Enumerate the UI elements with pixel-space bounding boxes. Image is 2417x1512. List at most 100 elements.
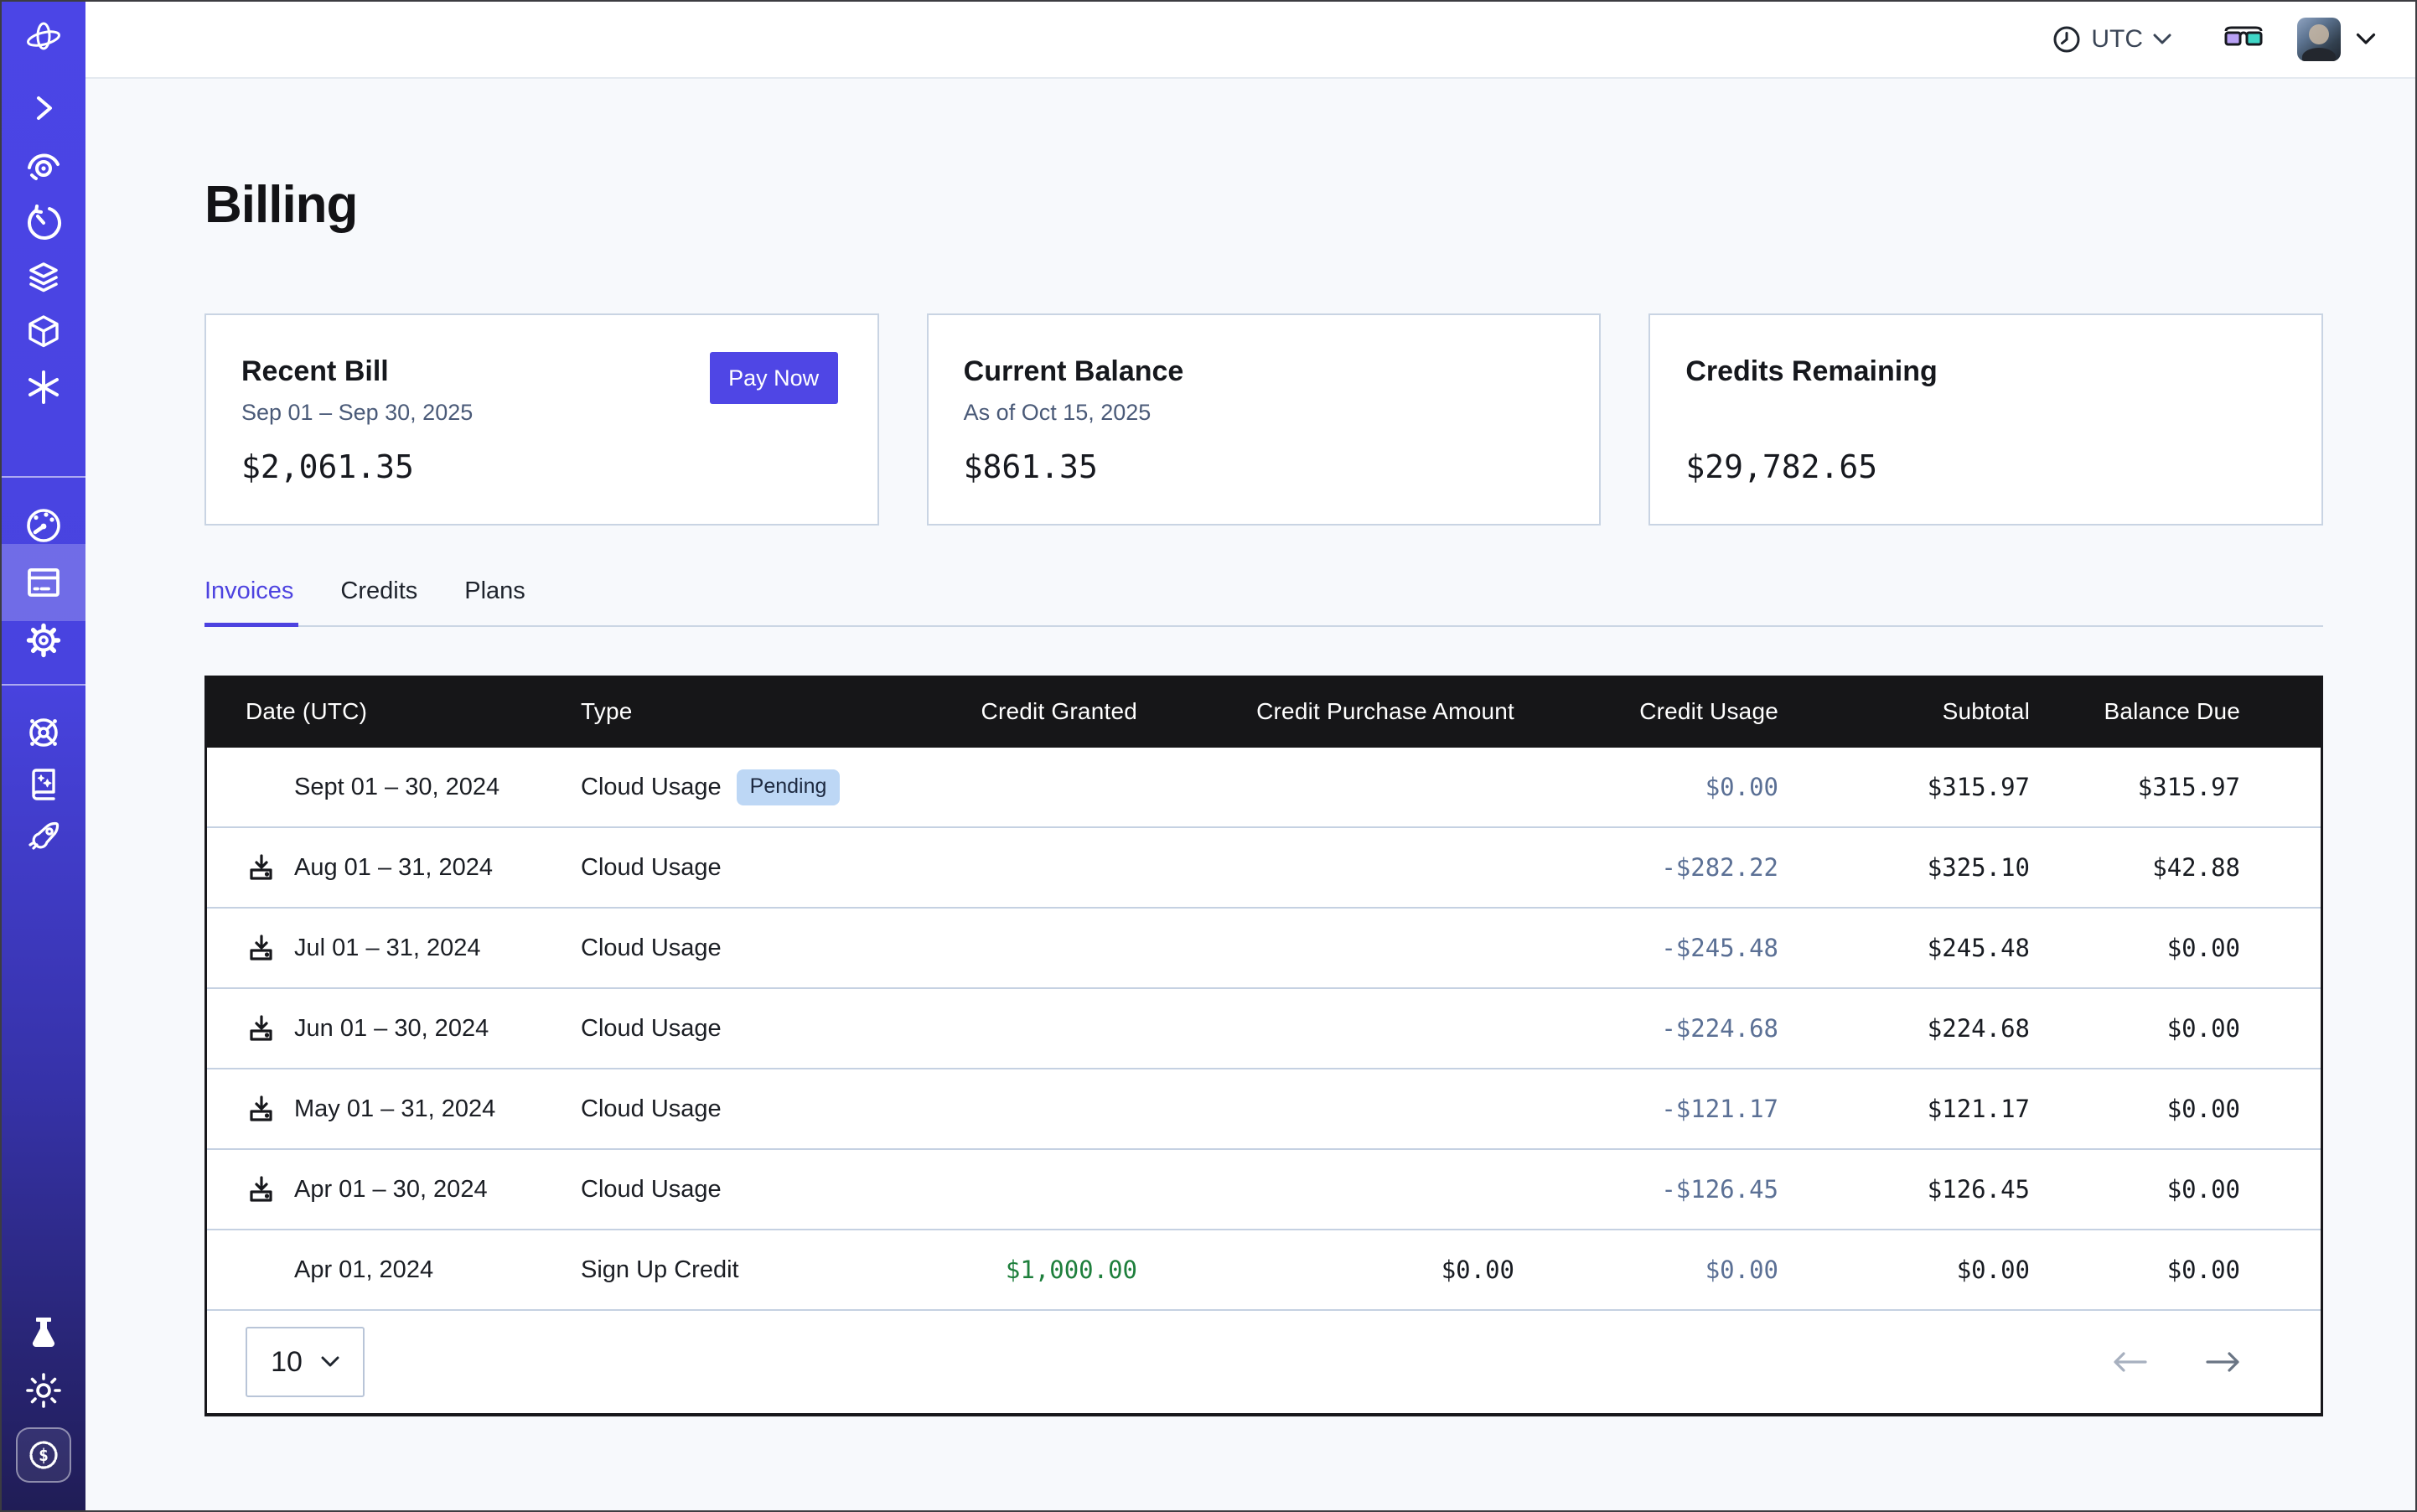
table-pagination: 10 bbox=[207, 1311, 2321, 1413]
invoices-table: Date (UTC) Type Credit Granted Credit Pu… bbox=[204, 676, 2323, 1416]
avatar[interactable] bbox=[2297, 18, 2341, 61]
subtotal: $315.97 bbox=[1778, 773, 2030, 801]
chevron-down-icon[interactable] bbox=[2356, 33, 2376, 46]
chevron-down-icon bbox=[321, 1356, 339, 1368]
gear-icon bbox=[23, 620, 64, 660]
glasses-icon[interactable] bbox=[2223, 25, 2264, 54]
column-header: Credit Granted bbox=[936, 698, 1137, 725]
timer-icon bbox=[24, 203, 63, 241]
invoice-date: Aug 01 – 31, 2024 bbox=[294, 854, 493, 882]
asterisk-icon bbox=[25, 369, 62, 406]
previous-page-button[interactable] bbox=[2110, 1349, 2150, 1375]
page-size-select[interactable]: 10 bbox=[246, 1327, 365, 1397]
column-header: Subtotal bbox=[1778, 698, 2030, 725]
credit-usage: -$121.17 bbox=[1514, 1095, 1778, 1123]
rocket-icon bbox=[23, 817, 64, 857]
sidebar-item-expand[interactable] bbox=[2, 78, 85, 138]
credit-usage: $0.00 bbox=[1514, 1256, 1778, 1284]
sidebar-item-functions[interactable] bbox=[2, 357, 85, 417]
sidebar-item-layers[interactable] bbox=[2, 248, 85, 308]
svg-text:$: $ bbox=[39, 1445, 49, 1465]
page-title: Billing bbox=[204, 179, 2323, 231]
sidebar-item-logo[interactable] bbox=[2, 10, 85, 70]
credit-usage: -$224.68 bbox=[1514, 1014, 1778, 1043]
download-invoice-button[interactable] bbox=[246, 1094, 294, 1124]
invoice-date: Apr 01 – 30, 2024 bbox=[294, 1176, 488, 1204]
credit-purchase: $0.00 bbox=[1137, 1256, 1514, 1284]
invoice-type: Sign Up Credit bbox=[581, 1256, 936, 1284]
table-row: Aug 01 – 31, 2024 Cloud Usage -$282.22 $… bbox=[207, 828, 2321, 909]
balance-due: $0.00 bbox=[2030, 1256, 2240, 1284]
billing-invoice-icon bbox=[23, 562, 65, 603]
tab-plans[interactable]: Plans bbox=[464, 577, 530, 625]
billing-tabs: Invoices Credits Plans bbox=[204, 577, 2323, 627]
card-subtitle bbox=[1685, 400, 2285, 427]
subtotal: $325.10 bbox=[1778, 853, 2030, 882]
gauge-icon bbox=[23, 505, 64, 546]
invoice-date: May 01 – 31, 2024 bbox=[294, 1095, 495, 1123]
subtotal: $121.17 bbox=[1778, 1095, 2030, 1123]
pay-now-button[interactable]: Pay Now bbox=[710, 352, 838, 404]
chevron-down-icon bbox=[2153, 34, 2171, 45]
credits-remaining-card: Credits Remaining $29,782.65 bbox=[1648, 313, 2323, 526]
subtotal: $245.48 bbox=[1778, 934, 2030, 962]
sidebar-item-timer[interactable] bbox=[2, 192, 85, 252]
download-invoice-button[interactable] bbox=[246, 1013, 294, 1043]
logo-orbit-icon bbox=[23, 20, 64, 60]
chevron-right-icon bbox=[31, 93, 56, 123]
card-amount: $2,061.35 bbox=[241, 448, 841, 485]
recent-bill-card: Recent Bill Sep 01 – Sep 30, 2025 $2,061… bbox=[204, 313, 879, 526]
invoice-type: Cloud Usage bbox=[581, 1015, 936, 1043]
sidebar-item-packages[interactable] bbox=[2, 303, 85, 363]
summary-cards: Recent Bill Sep 01 – Sep 30, 2025 $2,061… bbox=[204, 313, 2323, 526]
credit-usage: $0.00 bbox=[1514, 773, 1778, 801]
column-header: Date (UTC) bbox=[207, 698, 581, 725]
balance-due: $0.00 bbox=[2030, 1175, 2240, 1204]
invoice-date: Apr 01, 2024 bbox=[294, 1256, 433, 1284]
table-row: Apr 01, 2024 Sign Up Credit $1,000.00 $0… bbox=[207, 1230, 2321, 1311]
book-sparkle-icon bbox=[23, 764, 64, 804]
timezone-label: UTC bbox=[2091, 25, 2143, 54]
card-title: Current Balance bbox=[964, 355, 1563, 388]
invoice-date: Sept 01 – 30, 2024 bbox=[294, 774, 499, 801]
sidebar-item-theme[interactable] bbox=[2, 1360, 85, 1421]
main-content: Billing Recent Bill Sep 01 – Sep 30, 202… bbox=[85, 79, 2415, 1510]
wheel-icon bbox=[23, 712, 64, 753]
balance-due: $42.88 bbox=[2030, 853, 2240, 882]
dollar-badge-icon: $ bbox=[25, 1437, 62, 1473]
download-invoice-button[interactable] bbox=[246, 852, 294, 883]
subtotal: $126.45 bbox=[1778, 1175, 2030, 1204]
sidebar-item-docs[interactable] bbox=[2, 753, 85, 814]
sidebar: $ bbox=[2, 2, 85, 1510]
credit-usage: -$245.48 bbox=[1514, 934, 1778, 962]
balance-due: $0.00 bbox=[2030, 934, 2240, 962]
timezone-selector[interactable]: UTC bbox=[2052, 25, 2171, 54]
table-row: Sept 01 – 30, 2024 Cloud Usage Pending $0… bbox=[207, 748, 2321, 828]
tab-credits[interactable]: Credits bbox=[340, 577, 422, 625]
layers-icon bbox=[23, 258, 64, 298]
credit-usage: -$126.45 bbox=[1514, 1175, 1778, 1204]
invoice-type: Cloud Usage bbox=[581, 854, 936, 882]
column-header: Type bbox=[581, 698, 936, 725]
sun-icon bbox=[24, 1371, 63, 1410]
current-balance-card: Current Balance As of Oct 15, 2025 $861.… bbox=[927, 313, 1602, 526]
billing-page: $ UTC bbox=[0, 0, 2417, 1512]
credit-usage: -$282.22 bbox=[1514, 853, 1778, 882]
column-header: Balance Due bbox=[2030, 698, 2240, 725]
sidebar-item-launch[interactable] bbox=[2, 807, 85, 867]
status-badge: Pending bbox=[737, 769, 841, 805]
sidebar-item-settings[interactable] bbox=[2, 610, 85, 671]
balance-due: $315.97 bbox=[2030, 773, 2240, 801]
sidebar-item-traces[interactable] bbox=[2, 137, 85, 197]
invoice-type: Cloud Usage bbox=[581, 774, 722, 801]
next-page-button[interactable] bbox=[2202, 1349, 2243, 1375]
tab-invoices[interactable]: Invoices bbox=[204, 577, 298, 625]
download-invoice-button[interactable] bbox=[246, 1174, 294, 1204]
sidebar-item-labs[interactable] bbox=[2, 1302, 85, 1363]
sidebar-item-credits[interactable]: $ bbox=[16, 1427, 71, 1483]
download-invoice-button[interactable] bbox=[246, 933, 294, 963]
sidebar-divider bbox=[2, 476, 85, 478]
clock-icon bbox=[2052, 25, 2081, 54]
credit-granted: $1,000.00 bbox=[936, 1256, 1137, 1284]
flask-icon bbox=[24, 1313, 63, 1352]
